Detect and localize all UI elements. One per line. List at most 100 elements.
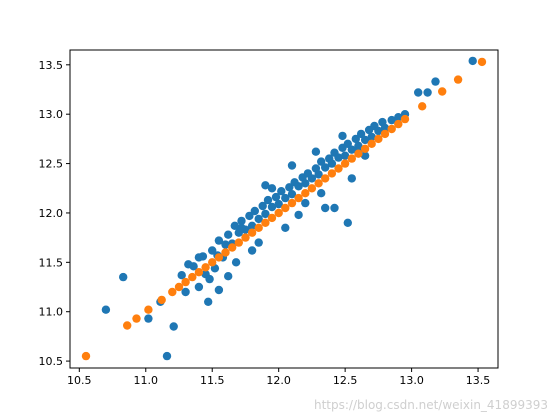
series-2-point: [221, 248, 230, 257]
series-1-point: [250, 206, 259, 216]
series-1-point: [343, 139, 352, 148]
series-1-point: [360, 151, 370, 160]
series-1-point: [267, 184, 277, 193]
series-1-point: [194, 282, 204, 292]
series-1-point: [281, 193, 290, 203]
series-1-point: [356, 129, 366, 139]
series-1-point: [189, 262, 198, 271]
x-tick-label: 12.5: [333, 374, 358, 387]
series-1-point: [351, 134, 360, 144]
series-1-point: [263, 195, 273, 205]
series-1-point: [274, 199, 283, 209]
series-1-point: [343, 218, 352, 227]
series-1-point: [287, 161, 297, 170]
series-2-point: [194, 268, 204, 277]
series-2-point: [254, 223, 263, 232]
series-1-point: [347, 145, 356, 154]
series-1-point: [414, 88, 423, 97]
series-1-point: [258, 201, 267, 211]
series-2-point: [208, 258, 217, 267]
series-1-point: [224, 230, 233, 239]
series-2-point: [181, 277, 190, 287]
series-1-point: [144, 314, 153, 323]
series-1-point: [214, 285, 224, 295]
series-2-point: [247, 228, 257, 237]
series-1-point: [468, 56, 477, 66]
series-2-point: [418, 102, 427, 111]
watermark-text: https://blog.csdn.net/weixin_41899393: [313, 398, 548, 412]
series-1-point: [380, 123, 390, 133]
series-1-point: [169, 322, 178, 331]
series-2-point: [340, 159, 350, 168]
series-1-point: [101, 305, 111, 314]
series-2-point: [132, 314, 141, 323]
series-2-point: [241, 233, 250, 242]
series-1-point: [287, 190, 297, 199]
series-1-point: [277, 187, 286, 196]
series-1-point: [338, 131, 347, 141]
series-1-point: [254, 214, 263, 224]
series-2-point: [314, 179, 323, 188]
x-tick-label: 11.0: [134, 374, 159, 387]
y-tick-label: 13.0: [39, 108, 64, 121]
series-1-point: [177, 271, 186, 280]
series-1-point: [230, 221, 239, 230]
series-1-point: [321, 163, 330, 172]
series-1-point: [360, 135, 370, 145]
series-1-point: [271, 192, 281, 202]
series-1-point: [387, 115, 396, 125]
series-1-point: [267, 202, 277, 212]
y-tick-label: 11.0: [39, 306, 64, 319]
x-tick-label: 10.5: [67, 374, 92, 387]
series-1-point: [231, 258, 241, 267]
series-1-point: [321, 203, 330, 213]
series-2-point: [394, 119, 403, 129]
series-1-point: [247, 246, 257, 255]
x-tick-label: 13.5: [466, 374, 491, 387]
series-1-point: [330, 203, 339, 213]
series-1-point: [327, 159, 337, 168]
series-1-point: [237, 223, 246, 232]
series-1-point: [374, 126, 383, 136]
series-2-point: [453, 75, 463, 84]
series-1-point: [205, 274, 214, 284]
series-1-point: [224, 272, 233, 281]
series-2-point: [157, 295, 166, 305]
series-1-point: [245, 211, 254, 221]
x-tick-label: 12.0: [266, 374, 291, 387]
series-2-point: [360, 144, 370, 153]
series-2-point: [347, 154, 356, 163]
series-2-point: [327, 169, 337, 178]
series-1-point: [208, 246, 217, 255]
series-1-point: [394, 113, 403, 122]
y-tick-label: 11.5: [39, 256, 64, 269]
series-2-point: [307, 184, 317, 193]
series-1-point: [237, 216, 246, 226]
series-2-point: [380, 129, 390, 139]
y-tick-label: 12.5: [39, 158, 64, 171]
series-1-point: [301, 179, 310, 188]
series-1-point: [317, 189, 326, 198]
series-1-point: [314, 170, 323, 179]
series-2-point: [354, 149, 363, 158]
series-1-point: [367, 132, 376, 142]
series-2-point: [321, 174, 330, 183]
series-1-point: [254, 238, 263, 247]
series-2-point: [301, 189, 310, 198]
series-2-point: [400, 114, 410, 124]
series-1-point: [181, 287, 190, 297]
series-2-point: [228, 243, 237, 252]
series-1-point: [311, 147, 321, 156]
series-1-point: [431, 77, 440, 86]
series-1-point: [294, 182, 303, 191]
series-2-point: [387, 124, 396, 134]
series-2-point: [261, 218, 270, 227]
series-2-point: [438, 87, 447, 96]
x-tick-label: 13.0: [399, 374, 424, 387]
series-1-point: [261, 181, 270, 190]
series-2-point: [477, 57, 487, 67]
series-2-point: [81, 351, 91, 361]
series-1-point: [261, 209, 270, 219]
series-1-point: [307, 174, 317, 183]
